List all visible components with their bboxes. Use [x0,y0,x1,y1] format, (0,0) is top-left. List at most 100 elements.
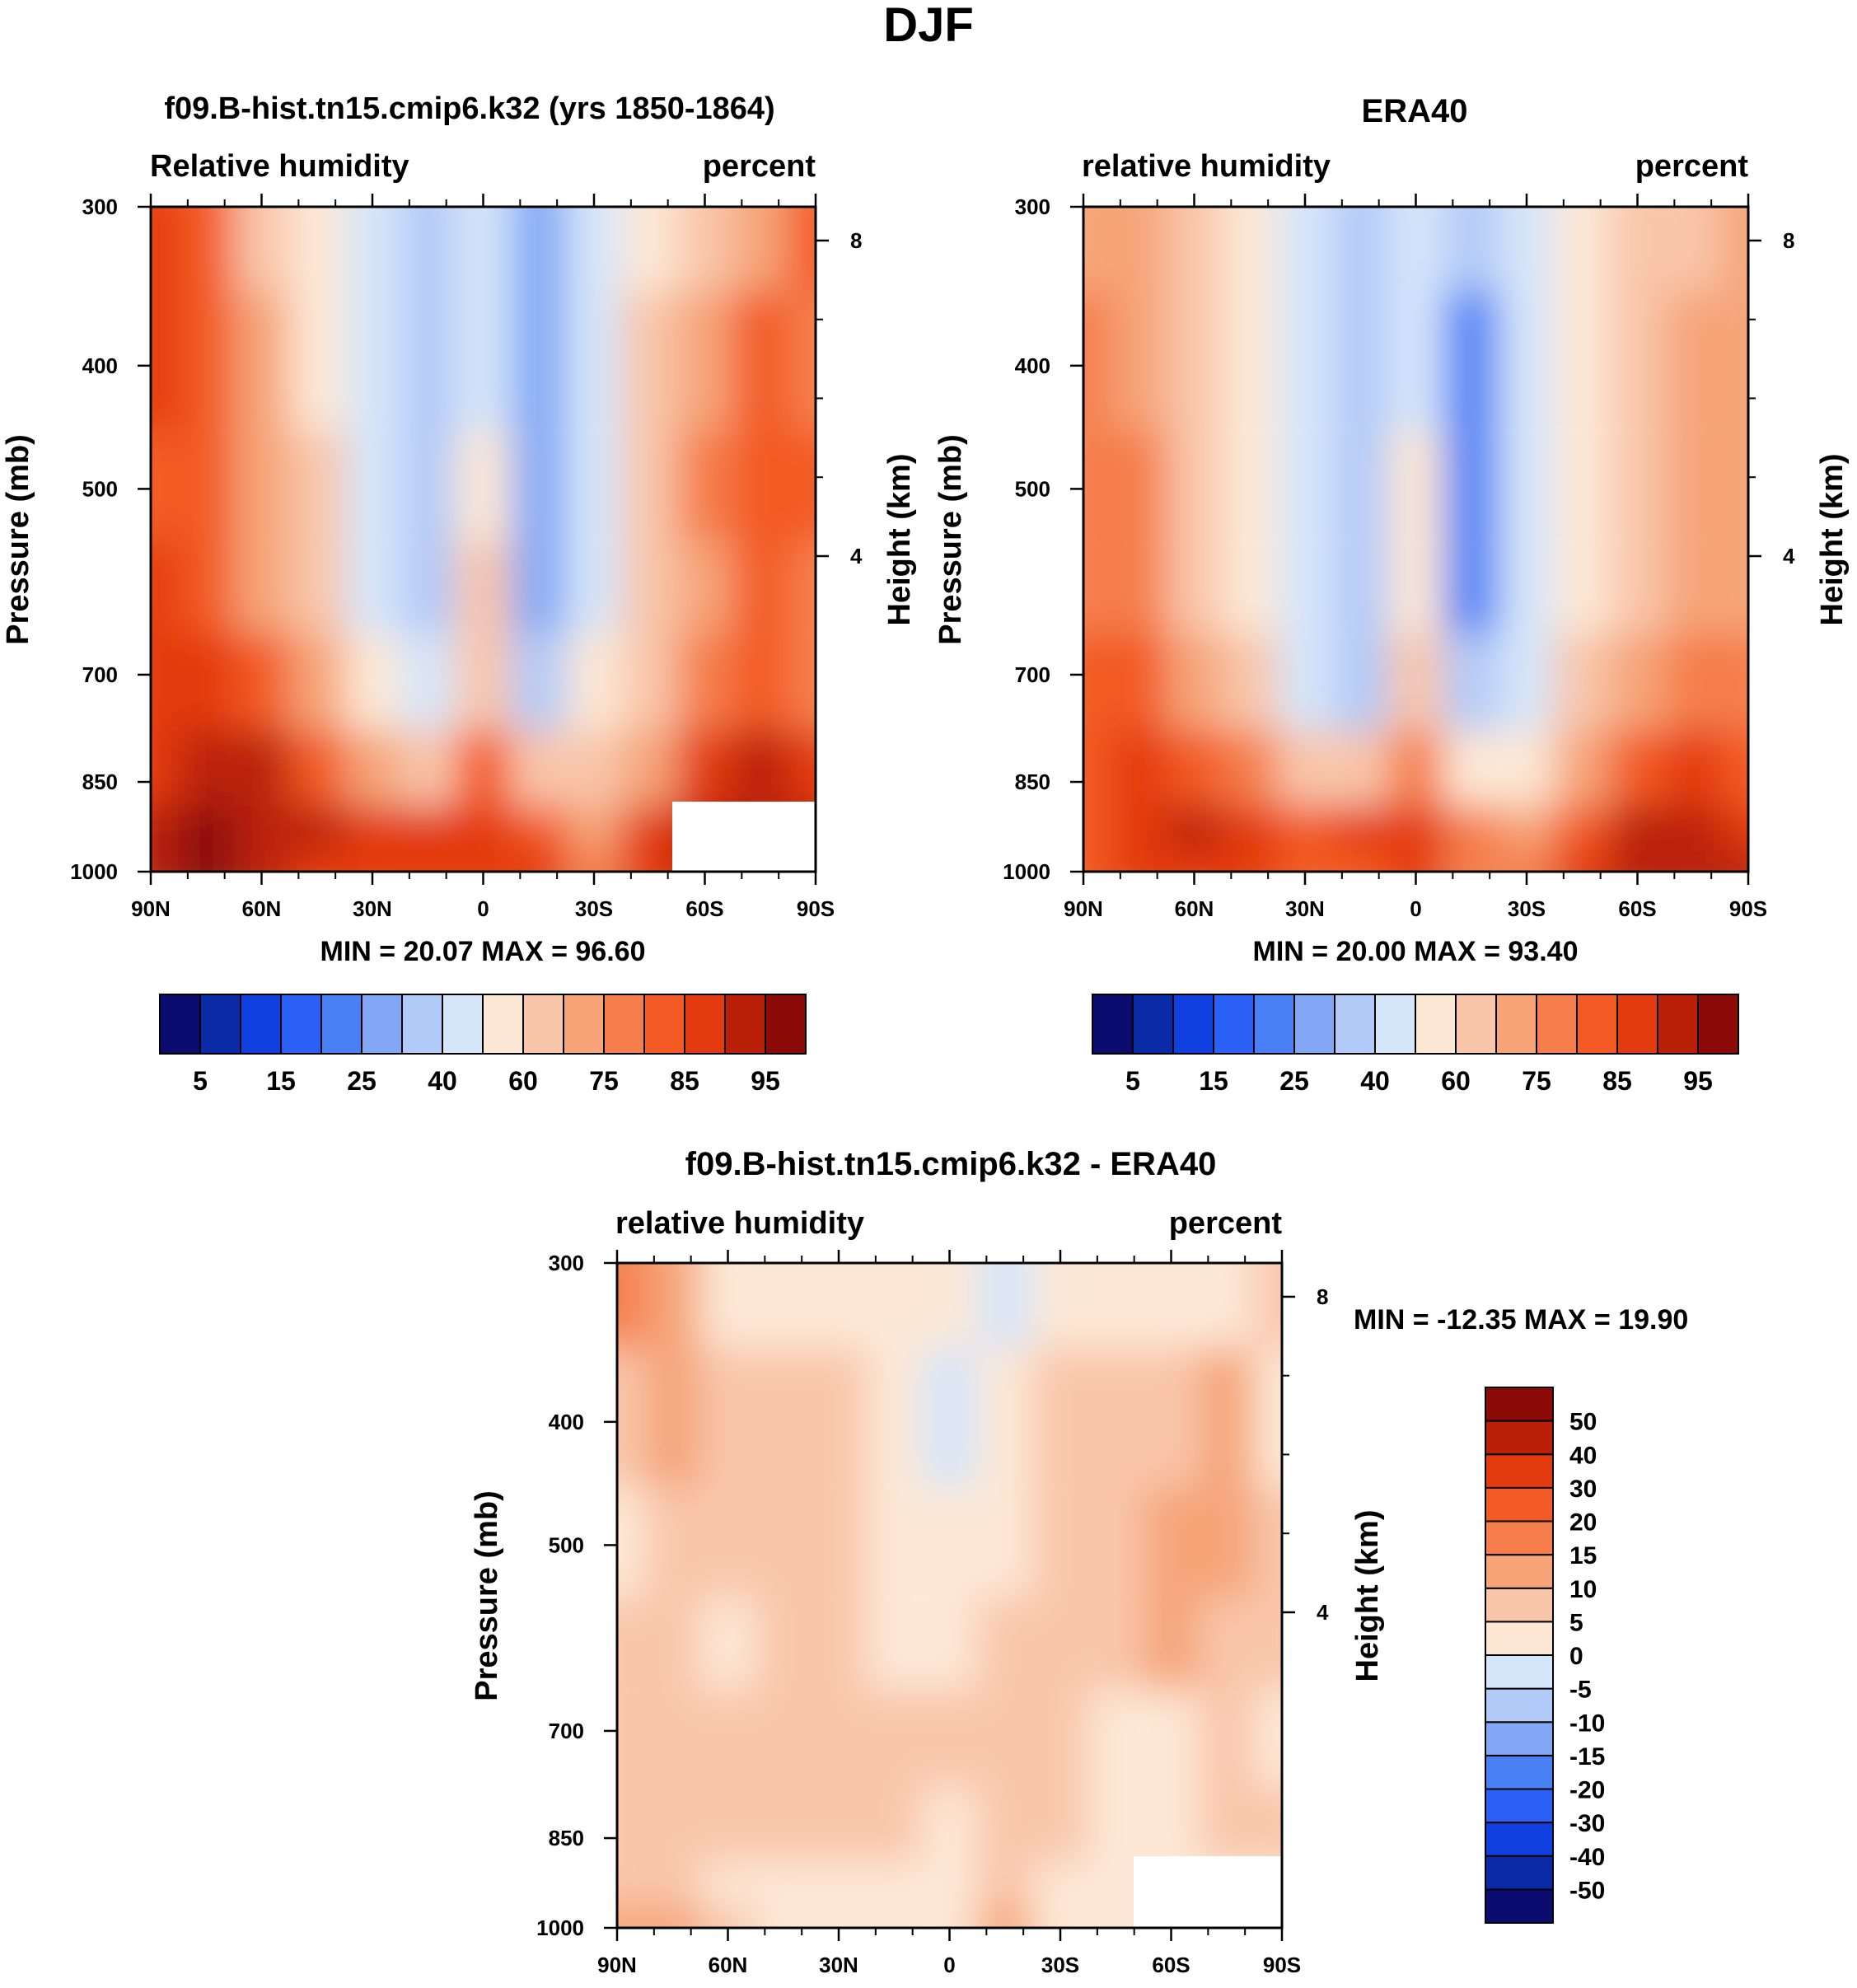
contour-cell [921,1787,978,1863]
contour-cell [1111,731,1167,807]
contour-cell [732,731,788,807]
contour-cell [1332,292,1388,431]
contour-cell [1443,207,1499,292]
min-max-label: MIN = 20.07 MAX = 96.60 [320,936,646,967]
colorbar-label: 30 [1569,1476,1597,1503]
contour-cell [1083,634,1111,732]
colorbar-box [1485,1822,1554,1857]
y-tick-label: 1000 [1003,859,1050,884]
x-tick-label: 30S [1041,1953,1079,1977]
contour-cell [1088,1597,1144,1691]
colorbar-box [1576,994,1618,1055]
contour-cell [866,1787,922,1863]
contour-cell [1332,850,1388,872]
plot-area [617,1263,1282,1928]
contour-cell [1443,430,1499,542]
missing-data-mask [1134,1856,1282,1928]
colorbar-label: 75 [1522,1066,1551,1096]
x-tick-label: 0 [477,896,489,921]
y-tick-label: 500 [82,476,118,501]
colorbar-box [603,994,645,1055]
colorbar-box [361,994,403,1055]
contour-cell [233,207,290,292]
contour-cell [511,292,567,431]
colorbar-label: 25 [1279,1066,1309,1096]
contour-cell [644,1486,700,1598]
contour-cell [178,850,234,872]
colorbar-box [1485,1486,1554,1523]
contour-cell [1083,292,1111,431]
contour-cell [511,850,567,872]
contour-cell [400,541,456,634]
colorbar-box [1172,994,1214,1055]
colorbar-box [1485,1621,1554,1656]
contour-cell [455,207,512,292]
contour-cell [511,541,567,634]
contour-cell [1083,850,1111,872]
colorbar-box [1415,994,1457,1055]
contour-cell [621,541,677,634]
colorbar-label: -30 [1569,1810,1605,1837]
contour-cell [1499,292,1555,431]
contour-cell [178,207,234,292]
y-tick-label: 700 [1015,662,1050,687]
colorbar-box [765,994,807,1055]
y-tick-label: 300 [549,1251,584,1275]
colorbar-label: 85 [1602,1066,1632,1096]
colorbar-box [1536,994,1578,1055]
units-label: percent [1169,1206,1283,1241]
contour-cell [289,806,345,851]
contour-cell [866,1486,922,1598]
contour-cell [400,731,456,807]
x-tick-label: 90S [1263,1953,1301,1977]
contour-cell [977,1862,1033,1907]
contour-cell [1083,207,1111,292]
contour-cell [621,634,677,732]
y-axis-label: Pressure (mb) [470,1490,504,1701]
contour-cell [344,850,400,872]
panel-title: f09.B-hist.tn15.cmip6.k32 (yrs 1850-1864… [164,91,774,126]
colorbar-label: 75 [589,1066,619,1096]
contour-cell [233,541,290,634]
x-tick-label: 90N [1064,896,1103,921]
contour-field [151,207,816,872]
contour-cell [755,1862,812,1907]
contour-cell [1143,1787,1200,1863]
contour-cell [233,850,290,872]
contour-cell [1222,850,1278,872]
contour-cell [1277,207,1333,292]
x-tick-label: 0 [1410,896,1421,921]
contour-cell [1277,634,1333,732]
contour-cell [1111,430,1167,542]
contour-cell [617,1787,645,1863]
contour-cell [1032,1862,1088,1907]
contour-cell [1199,1690,1255,1788]
contour-cell [400,806,456,851]
contour-cell [1720,806,1748,851]
contour-cell [455,430,512,542]
contour-cell [977,1486,1033,1598]
y2-tick-label: 4 [1783,544,1795,568]
contour-cell [1254,1597,1282,1691]
panel-obs: ERA40 relative humidity percent 90N 60N 30… [933,93,1850,1096]
contour-cell [644,1263,700,1349]
contour-cell [1499,806,1555,851]
contour-cell [1277,850,1333,872]
colorbar-box [1455,994,1497,1055]
colorbar-label: -20 [1569,1777,1605,1804]
x-tick-label: 60S [1618,896,1656,921]
contour-cell [1387,292,1444,431]
contour-cell [1609,430,1666,542]
x-tick-label: 0 [943,1953,955,1977]
contour-cell [1665,731,1721,807]
contour-cell [1665,207,1721,292]
contour-cell [1387,541,1444,634]
contour-cell [1720,634,1748,732]
contour-cell [921,1906,978,1928]
x-tick-label: 30N [353,896,392,921]
y-axis-label: Pressure (mb) [1,434,35,645]
contour-cell [1111,292,1167,431]
y-tick-label: 400 [82,353,118,378]
colorbar-box [1092,994,1134,1055]
contour-field [617,1263,1282,1928]
